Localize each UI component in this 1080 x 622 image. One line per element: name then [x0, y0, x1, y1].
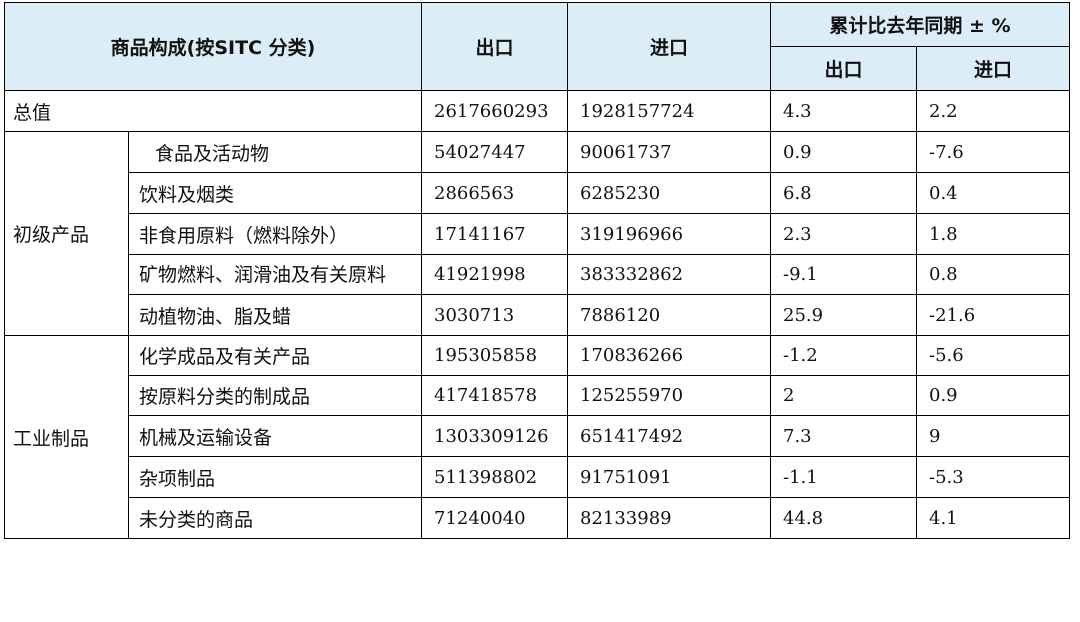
total-export-pct: 4.3: [770, 90, 917, 132]
import-pct: 0.4: [916, 172, 1070, 214]
header-import: 进口: [567, 2, 771, 91]
trade-table: 商品构成(按SITC 分类) 出口 进口 累计比去年同期 ± % 出口 进口 总…: [4, 2, 1070, 539]
table-row: 工业制品 化学成品及有关产品 195305858 170836266 -1.2 …: [4, 335, 1070, 539]
import-pct: 0.8: [916, 254, 1070, 295]
import-pct: -21.6: [916, 294, 1070, 336]
header-sub-import: 进口: [916, 46, 1070, 91]
export-value: 3030713: [421, 294, 568, 336]
category-name: 矿物燃料、润滑油及有关原料: [128, 254, 422, 295]
export-pct: -1.2: [770, 335, 917, 376]
export-pct: 44.8: [770, 497, 917, 539]
export-pct: 2.3: [770, 213, 917, 255]
category-name: 未分类的商品: [128, 497, 422, 539]
table-row: 机械及运输设备 1303309126 651417492 7.3 9: [5, 415, 1070, 457]
export-pct: 6.8: [770, 172, 917, 214]
import-value: 90061737: [567, 131, 771, 173]
category-name: 饮料及烟类: [128, 172, 422, 214]
category-name: 按原料分类的制成品: [128, 375, 422, 416]
header-cumulative: 累计比去年同期 ± %: [770, 2, 1070, 47]
table-row: 未分类的商品 71240040 82133989 44.8 4.1: [5, 497, 1070, 539]
import-value: 125255970: [567, 375, 771, 416]
export-pct: -9.1: [770, 254, 917, 295]
export-value: 417418578: [421, 375, 568, 416]
category-name: 杂项制品: [128, 456, 422, 498]
export-value: 1303309126: [421, 415, 568, 457]
import-value: 91751091: [567, 456, 771, 498]
export-value: 41921998: [421, 254, 568, 295]
import-pct: 0.9: [916, 375, 1070, 416]
import-value: 319196966: [567, 213, 771, 255]
import-pct: -5.3: [916, 456, 1070, 498]
export-pct: 0.9: [770, 131, 917, 173]
category-name: 非食用原料（燃料除外）: [128, 213, 422, 255]
export-pct: 2: [770, 375, 917, 416]
category-name: 动植物油、脂及蜡: [128, 294, 422, 336]
table-row: 按原料分类的制成品 417418578 125255970 2 0.9: [5, 375, 1070, 416]
header-export: 出口: [421, 2, 568, 91]
trade-table-container: 商品构成(按SITC 分类) 出口 进口 累计比去年同期 ± % 出口 进口 总…: [4, 2, 1070, 539]
table-row: 饮料及烟类 2866563 6285230 6.8 0.4: [5, 172, 1070, 214]
category-name: 机械及运输设备: [128, 415, 422, 457]
group-label-manufactured: 工业制品: [4, 335, 129, 539]
import-value: 383332862: [567, 254, 771, 295]
table-row-total: 总值 2617660293 1928157724 4.3 2.2: [4, 90, 1070, 132]
export-value: 511398802: [421, 456, 568, 498]
import-pct: -7.6: [916, 131, 1070, 173]
table-row: 动植物油、脂及蜡 3030713 7886120 25.9 -21.6: [5, 294, 1070, 336]
import-pct: 1.8: [916, 213, 1070, 255]
category-name: 食品及活动物: [128, 131, 422, 173]
table-row: 初级产品 食品及活动物 54027447 90061737 0.9 -7.6: [4, 131, 1070, 336]
import-pct: 4.1: [916, 497, 1070, 539]
export-value: 71240040: [421, 497, 568, 539]
header-sub-export: 出口: [770, 46, 917, 91]
import-pct: -5.6: [916, 335, 1070, 376]
table-row: 矿物燃料、润滑油及有关原料 41921998 383332862 -9.1 0.…: [5, 254, 1070, 295]
export-pct: 7.3: [770, 415, 917, 457]
total-import: 1928157724: [567, 90, 771, 132]
import-value: 651417492: [567, 415, 771, 457]
group-label-primary: 初级产品: [4, 131, 129, 336]
header-category: 商品构成(按SITC 分类): [4, 2, 422, 91]
export-value: 17141167: [421, 213, 568, 255]
table-row: 杂项制品 511398802 91751091 -1.1 -5.3: [5, 456, 1070, 498]
export-value: 54027447: [421, 131, 568, 173]
export-pct: 25.9: [770, 294, 917, 336]
export-value: 2866563: [421, 172, 568, 214]
import-value: 82133989: [567, 497, 771, 539]
total-label: 总值: [4, 90, 422, 132]
total-export: 2617660293: [421, 90, 568, 132]
import-pct: 9: [916, 415, 1070, 457]
import-value: 170836266: [567, 335, 771, 376]
import-value: 6285230: [567, 172, 771, 214]
export-value: 195305858: [421, 335, 568, 376]
category-name-text: 矿物燃料、润滑油及有关原料: [139, 263, 387, 286]
category-name: 化学成品及有关产品: [128, 335, 422, 376]
total-import-pct: 2.2: [916, 90, 1070, 132]
export-pct: -1.1: [770, 456, 917, 498]
import-value: 7886120: [567, 294, 771, 336]
table-row: 非食用原料（燃料除外） 17141167 319196966 2.3 1.8: [5, 213, 1070, 255]
